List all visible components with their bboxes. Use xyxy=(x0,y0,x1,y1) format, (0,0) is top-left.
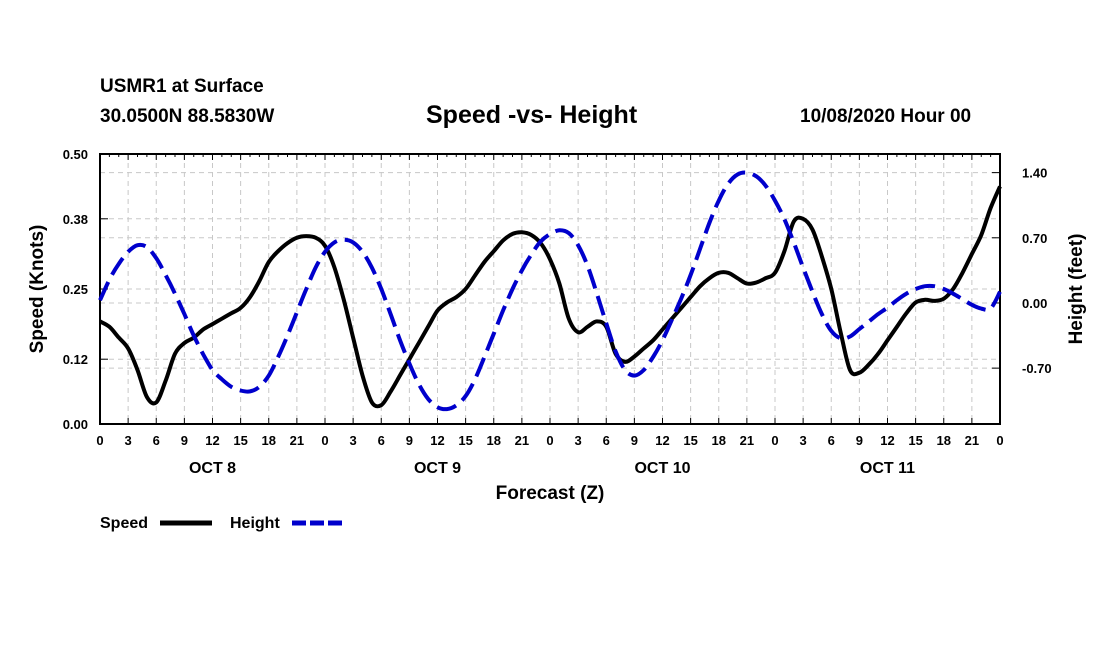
x-tick-label: 12 xyxy=(655,433,669,448)
y-left-tick-label: 0.38 xyxy=(63,212,88,227)
x-tick-label: 9 xyxy=(856,433,863,448)
day-label: OCT 11 xyxy=(860,460,915,477)
x-tick-label: 9 xyxy=(181,433,188,448)
x-tick-label: 21 xyxy=(515,433,529,448)
day-label: OCT 10 xyxy=(634,460,690,477)
x-tick-label: 6 xyxy=(378,433,385,448)
chart-title: Speed -vs- Height xyxy=(426,101,638,129)
x-tick-label: 6 xyxy=(828,433,835,448)
x-tick-label: 18 xyxy=(712,433,726,448)
series-lines xyxy=(98,170,1002,412)
x-tick-label: 21 xyxy=(965,433,979,448)
axis-labels: 0 3 6 9 12 15 18 21 0 3 6 9 12 15 18 21 0 3 6 9 12 15 18 21 0 3 6 9… xyxy=(27,147,1087,504)
forecast-datetime: 10/08/2020 Hour 00 xyxy=(800,106,972,127)
x-tick-label: 0 xyxy=(96,433,103,448)
x-tick-label: 0 xyxy=(996,433,1003,448)
y-left-axis-title: Speed (Knots) xyxy=(27,225,48,354)
grid-lines xyxy=(100,154,1000,424)
legend-label-speed: Speed xyxy=(100,515,148,532)
x-tick-label: 0 xyxy=(771,433,778,448)
x-tick-label: 0 xyxy=(321,433,328,448)
day-label: OCT 9 xyxy=(414,460,461,477)
y-right-tick-label: 0.70 xyxy=(1022,231,1047,246)
x-tick-label: 15 xyxy=(683,433,697,448)
y-right-axis-title: Height (feet) xyxy=(1066,234,1087,345)
x-tick-label: 9 xyxy=(406,433,413,448)
y-right-tick-label: -0.70 xyxy=(1022,361,1052,376)
series-line-speed xyxy=(99,185,1002,409)
x-tick-label: 0 xyxy=(546,433,553,448)
y-right-tick-label: 0.00 xyxy=(1022,296,1047,311)
y-left-tick-label: 0.00 xyxy=(63,417,88,432)
x-tick-label: 3 xyxy=(800,433,807,448)
x-tick-label: 21 xyxy=(740,433,754,448)
y-right-tick-label: 1.40 xyxy=(1022,166,1047,181)
x-tick-label: 15 xyxy=(233,433,247,448)
coordinates-label: 30.0500N 88.5830W xyxy=(100,106,275,127)
station-label: USMR1 at Surface xyxy=(100,76,264,97)
day-label: OCT 8 xyxy=(189,460,236,477)
x-tick-label: 9 xyxy=(631,433,638,448)
series-line-height xyxy=(98,170,1002,412)
x-tick-label: 18 xyxy=(262,433,276,448)
y-left-tick-label: 0.25 xyxy=(63,282,88,297)
x-tick-label: 12 xyxy=(430,433,444,448)
x-tick-label: 12 xyxy=(880,433,894,448)
x-axis-title: Forecast (Z) xyxy=(496,483,605,504)
x-tick-label: 21 xyxy=(290,433,304,448)
x-tick-label: 6 xyxy=(603,433,610,448)
y-left-tick-label: 0.50 xyxy=(63,147,88,162)
y-left-tick-label: 0.12 xyxy=(63,352,88,367)
x-tick-label: 3 xyxy=(575,433,582,448)
legend-label-height: Height xyxy=(230,515,280,532)
x-tick-label: 6 xyxy=(153,433,160,448)
x-tick-label: 12 xyxy=(205,433,219,448)
x-tick-label: 15 xyxy=(908,433,922,448)
x-tick-label: 15 xyxy=(458,433,472,448)
x-tick-label: 18 xyxy=(487,433,501,448)
x-tick-label: 3 xyxy=(350,433,357,448)
x-tick-label: 18 xyxy=(937,433,951,448)
x-tick-label: 3 xyxy=(125,433,132,448)
legend: Speed Height xyxy=(100,515,344,532)
